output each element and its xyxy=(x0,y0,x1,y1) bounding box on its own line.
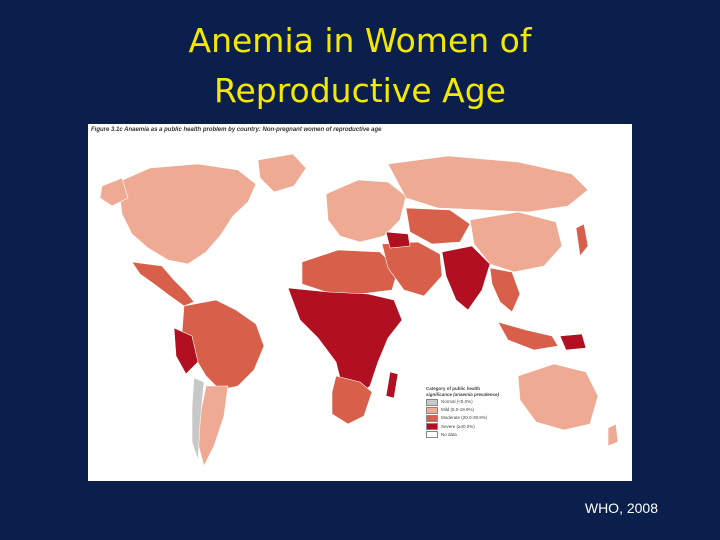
figure-caption: Figure 3.1c Anaemia as a public health p… xyxy=(91,127,382,133)
legend-swatch-normal xyxy=(426,398,438,406)
region-new-zealand xyxy=(607,423,619,447)
legend-label-severe: Severe (≥40.0%) xyxy=(441,423,475,429)
slide-title: Anemia in Women of Reproductive Age xyxy=(0,16,720,116)
legend-item-moderate: Moderate (20.0-39.9%) xyxy=(426,414,536,422)
region-southern-africa xyxy=(331,375,373,425)
region-north-africa xyxy=(301,249,399,295)
source-citation: WHO, 2008 xyxy=(584,500,658,516)
region-russia xyxy=(387,155,589,213)
title-line-1: Anemia in Women of xyxy=(188,21,532,60)
region-peru xyxy=(173,327,199,375)
legend-label-normal: Normal (<5.0%) xyxy=(441,399,473,404)
region-central-asia xyxy=(405,207,471,245)
region-indonesia xyxy=(497,321,559,351)
legend-swatch-no-data xyxy=(426,431,438,439)
legend-swatch-severe xyxy=(426,423,438,431)
legend-label-mild: Mild (5.0-19.9%) xyxy=(441,407,475,413)
legend-swatch-mild xyxy=(426,406,438,414)
title-line-2: Reproductive Age xyxy=(214,71,506,110)
map-legend: Category of public health significance (… xyxy=(426,386,536,439)
legend-label-no-data: No data xyxy=(441,431,457,437)
region-china xyxy=(469,211,563,273)
legend-item-severe: Severe (≥40.0%) xyxy=(426,423,536,431)
region-australia xyxy=(517,363,599,431)
legend-item-normal: Normal (<5.0%) xyxy=(426,398,536,406)
region-alaska xyxy=(99,177,129,207)
region-chile xyxy=(191,377,205,461)
anemia-world-map-figure: Figure 3.1c Anaemia as a public health p… xyxy=(88,124,632,481)
region-sub-saharan-africa xyxy=(287,287,403,401)
legend-title: Category of public health xyxy=(426,386,481,391)
region-middle-east xyxy=(381,241,443,297)
legend-label-moderate: Moderate (20.0-39.9%) xyxy=(441,415,488,421)
region-southeast-asia xyxy=(489,267,521,313)
legend-subtitle: significance (anaemia prevalence) xyxy=(426,391,500,397)
legend-swatch-moderate xyxy=(426,414,438,422)
region-papua xyxy=(559,333,587,351)
region-europe xyxy=(325,179,407,243)
region-north-america xyxy=(117,163,257,265)
region-greenland xyxy=(257,153,307,193)
legend-item-mild: Mild (5.0-19.9%) xyxy=(426,406,536,414)
region-madagascar xyxy=(385,371,399,399)
region-japan xyxy=(575,223,589,257)
world-map xyxy=(99,153,619,467)
legend-item-no-data: No data xyxy=(426,431,536,439)
region-south-asia xyxy=(441,245,491,311)
region-caucasus xyxy=(385,231,411,249)
region-central-america xyxy=(131,261,195,307)
